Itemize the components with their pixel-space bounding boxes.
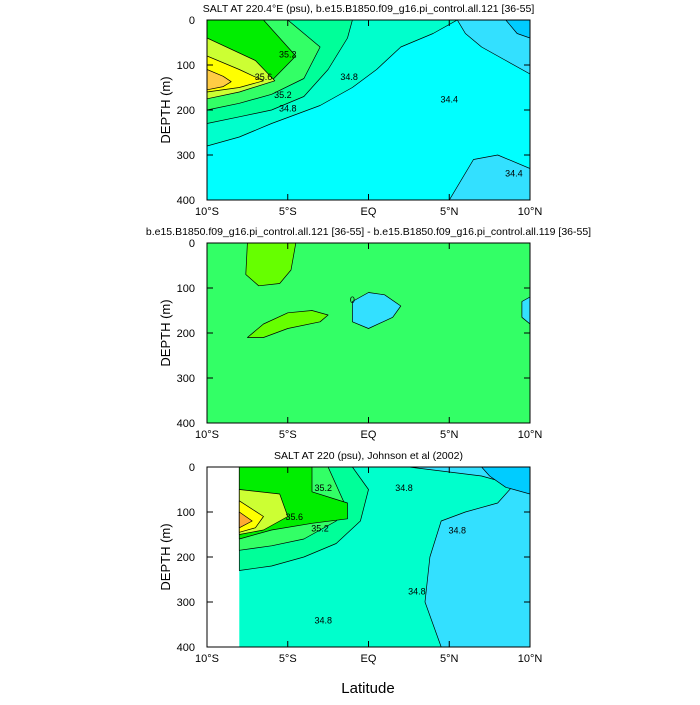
panel-title: SALT AT 220 (psu), Johnson et al (2002) xyxy=(274,450,463,462)
y-tick-label: 0 xyxy=(189,15,195,27)
contour-label: 35.2 xyxy=(274,90,292,100)
contour-label: 0 xyxy=(350,295,355,305)
panel-3: 35.2 35.6 35.2 34.8 34.8 34.8 34.8 10°S 5°S EQ 5°N… xyxy=(158,450,542,665)
y-tick-label: 300 xyxy=(177,373,195,385)
x-tick-label: 10°N xyxy=(518,653,543,665)
x-tick-label: 5°N xyxy=(440,653,459,665)
contour-label: 35.6 xyxy=(285,512,303,522)
contour-region-positive-upper xyxy=(245,243,297,287)
contour-region-background xyxy=(207,243,530,423)
x-tick-label: EQ xyxy=(361,653,377,665)
contour-label: 34.4 xyxy=(440,94,458,104)
panel-title: b.e15.B1850.f09_g16.pi_control.all.121 [… xyxy=(146,226,591,238)
x-tick-label: 10°S xyxy=(195,206,219,218)
contour-region-positive-lower xyxy=(247,310,329,338)
x-tick-label: 10°N xyxy=(518,429,543,441)
y-tick-label: 300 xyxy=(177,150,195,162)
contour-region-low-north-deep xyxy=(448,154,530,200)
y-tick-label: 100 xyxy=(177,507,195,519)
y-tick-label: 0 xyxy=(189,462,195,474)
x-tick-label: 5°S xyxy=(279,429,297,441)
y-axis-title: DEPTH (m) xyxy=(158,523,173,590)
contour-region-low-northeast xyxy=(505,20,530,39)
y-tick-label: 200 xyxy=(177,552,195,564)
contour-label: 34.8 xyxy=(408,586,426,596)
y-axis-title: DEPTH (m) xyxy=(158,76,173,143)
contour-label: 34.8 xyxy=(340,72,358,82)
contour-region-core xyxy=(207,69,232,91)
y-axis-title: DEPTH (m) xyxy=(158,299,173,366)
y-tick-label: 200 xyxy=(177,105,195,117)
panel-1: 35.235.635.234.834.834.434.410°S 5°S EQ 5°N… xyxy=(158,3,542,218)
y-tick-label: 0 xyxy=(189,238,195,250)
contour-label: 34.8 xyxy=(315,616,333,626)
contour-label: 35.6 xyxy=(255,72,273,82)
x-tick-label: EQ xyxy=(361,206,377,218)
x-tick-label: 10°S xyxy=(195,429,219,441)
x-tick-label: EQ xyxy=(361,429,377,441)
contour-region-nodata xyxy=(207,467,240,647)
contour-label: 34.8 xyxy=(449,526,467,536)
x-tick-label: 5°N xyxy=(440,206,459,218)
x-tick-label: 5°S xyxy=(279,206,297,218)
contour-region-low-north xyxy=(456,20,530,75)
x-axis-title: Latitude xyxy=(341,680,394,697)
contour-label: 35.2 xyxy=(315,483,333,493)
y-tick-label: 300 xyxy=(177,597,195,609)
contour-label: 35.2 xyxy=(279,49,297,59)
x-tick-label: 10°S xyxy=(195,653,219,665)
contour-label: 35.2 xyxy=(311,523,329,533)
contour-label: 34.8 xyxy=(279,103,297,113)
y-tick-label: 400 xyxy=(177,195,195,207)
y-tick-label: 200 xyxy=(177,328,195,340)
contour-region-negative-eq xyxy=(352,292,402,329)
contour-label: 34.8 xyxy=(395,483,413,493)
y-tick-label: 100 xyxy=(177,60,195,72)
x-tick-label: 5°S xyxy=(279,653,297,665)
x-tick-label: 10°N xyxy=(518,206,543,218)
contour-region-core xyxy=(238,511,253,529)
panel-title: SALT AT 220.4°E (psu), b.e15.B1850.f09_g… xyxy=(203,3,535,15)
y-tick-label: 400 xyxy=(177,642,195,654)
y-tick-label: 100 xyxy=(177,283,195,295)
contour-label: 34.4 xyxy=(505,169,523,179)
contour-region-low-northeast xyxy=(481,467,530,495)
contour-region-negative-east xyxy=(521,296,530,325)
y-tick-label: 400 xyxy=(177,418,195,430)
panel-2: 0 10°S 5°S EQ 5°N 10°N 0 100 200 300 400 DEPTH (m) b… xyxy=(146,226,591,441)
x-tick-label: 5°N xyxy=(440,429,459,441)
